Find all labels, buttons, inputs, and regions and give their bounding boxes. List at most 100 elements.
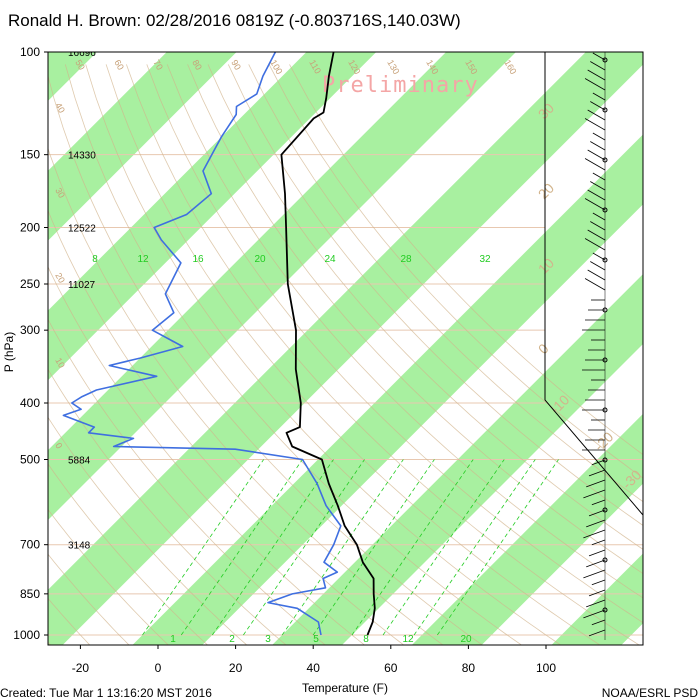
adiabat-label: 10 bbox=[53, 356, 67, 370]
wind-barb bbox=[587, 69, 606, 81]
temperature-tick-label: -20 bbox=[72, 661, 90, 675]
isotherm-bands bbox=[48, 52, 700, 645]
mixing-ratio-label: 28 bbox=[400, 254, 412, 265]
wind-barb bbox=[583, 609, 606, 619]
temperature-tick-label: 0 bbox=[155, 661, 162, 675]
wind-barb bbox=[590, 101, 606, 111]
wind-barb bbox=[591, 499, 606, 506]
wind-barb bbox=[588, 629, 606, 637]
dry-adiabat bbox=[105, 64, 601, 645]
calm-circle bbox=[602, 157, 608, 163]
wind-barb bbox=[586, 559, 606, 568]
calm-circle bbox=[602, 357, 608, 363]
wind-barb bbox=[587, 109, 606, 121]
mixing-ratio-line bbox=[180, 459, 303, 636]
isotherm-band bbox=[48, 52, 377, 381]
dry-adiabat bbox=[187, 64, 643, 575]
adiabat-label: 160 bbox=[502, 58, 518, 76]
pressure-tick-label: 200 bbox=[20, 221, 40, 235]
wind-barb bbox=[584, 278, 606, 291]
mixing-ratio-labels: 8 12 16 20 24 28 321 2 3 5 8 12 20 bbox=[92, 254, 491, 645]
pressure-tick-label: 850 bbox=[20, 587, 40, 601]
dry-adiabat bbox=[48, 368, 287, 645]
mixing-ratio-line bbox=[142, 459, 264, 636]
mixing-ratio-label: 24 bbox=[324, 254, 336, 265]
chart-title: Ronald H. Brown: 02/28/2016 0819Z (-0.80… bbox=[8, 11, 461, 30]
wind-barb bbox=[584, 118, 606, 131]
mixing-ratio-label: 8 bbox=[92, 254, 98, 265]
wind-barb bbox=[587, 149, 606, 161]
calm-circle bbox=[602, 557, 608, 563]
pressure-tick-label: 400 bbox=[20, 396, 40, 410]
adiabat-label: 0 bbox=[53, 441, 64, 450]
height-label: 14330 bbox=[68, 151, 96, 162]
wind-barb bbox=[584, 238, 606, 251]
pressure-tick-label: 1000 bbox=[13, 628, 40, 642]
dry-adiabat bbox=[48, 463, 209, 645]
mixing-ratio-line bbox=[312, 459, 435, 636]
wind-barb bbox=[583, 569, 606, 579]
calm-circle bbox=[602, 57, 608, 63]
pressure-axis: 100 150 200 250 300 400 500 700 850 1000 bbox=[13, 45, 48, 642]
wind-barb bbox=[588, 469, 606, 477]
y-axis-label: P (hPa) bbox=[2, 332, 16, 372]
isotherm-label: 20 bbox=[535, 180, 557, 202]
wind-barb bbox=[587, 229, 606, 241]
dry-adiabat bbox=[166, 64, 643, 599]
calm-circle bbox=[602, 207, 608, 213]
dry-adiabat bbox=[268, 64, 643, 479]
wind-barb bbox=[587, 189, 606, 201]
dry-adiabat bbox=[207, 64, 643, 550]
wind-barb bbox=[584, 158, 606, 171]
wind-barb bbox=[592, 92, 606, 101]
wind-barb bbox=[584, 198, 606, 211]
height-label: 5884 bbox=[68, 455, 91, 466]
wind-barb bbox=[590, 141, 606, 151]
height-label: 11027 bbox=[68, 280, 96, 291]
dry-adiabat bbox=[48, 508, 169, 645]
pressure-tick-label: 100 bbox=[20, 45, 40, 59]
adiabat-label: 30 bbox=[53, 186, 67, 200]
temperature-tick-label: 20 bbox=[229, 661, 243, 675]
wind-barb bbox=[586, 519, 606, 528]
dry-adiabat bbox=[48, 553, 130, 645]
height-label: 16696 bbox=[68, 48, 96, 59]
adiabat-label: 80 bbox=[190, 58, 204, 72]
mixing-ratio-label: 12 bbox=[137, 254, 149, 265]
mixing-ratio-label: 20 bbox=[460, 634, 472, 645]
mixing-ratio-label: 1 bbox=[170, 634, 176, 645]
preliminary-watermark: Preliminary bbox=[322, 73, 479, 98]
calm-circle bbox=[602, 407, 608, 413]
temperature-tick-label: 80 bbox=[462, 661, 476, 675]
wind-barb bbox=[588, 549, 606, 557]
dry-adiabat bbox=[48, 209, 405, 645]
wind-barb bbox=[590, 261, 606, 271]
isotherm-label: 0 bbox=[535, 340, 552, 357]
mixing-ratio-label: 12 bbox=[402, 634, 414, 645]
dry-adiabat bbox=[48, 597, 91, 645]
isotherm-band bbox=[691, 52, 700, 645]
calm-circle bbox=[602, 107, 608, 113]
wind-barb bbox=[583, 529, 606, 539]
temperature-tick-label: 100 bbox=[536, 661, 556, 675]
isotherm-band bbox=[551, 553, 643, 645]
sounding-traces bbox=[62, 52, 376, 636]
isotherm-band bbox=[411, 413, 643, 645]
pressure-tick-label: 500 bbox=[20, 452, 40, 466]
wind-barb bbox=[591, 539, 606, 546]
geopotential-height-labels: 16696 14330 12522 11027 5884 3148 bbox=[68, 48, 96, 552]
wind-barb bbox=[587, 269, 606, 281]
pressure-tick-label: 300 bbox=[20, 323, 40, 337]
mixing-ratio-label: 20 bbox=[254, 254, 266, 265]
temperature-tick-label: 60 bbox=[384, 661, 398, 675]
wind-barb bbox=[586, 599, 606, 608]
footer-created: Created: Tue Mar 1 13:16:20 MST 2016 bbox=[0, 686, 212, 700]
temperature-axis: -20 0 20 40 60 80 100 bbox=[72, 645, 556, 675]
temperature-trace bbox=[280, 52, 376, 636]
dry-adiabat bbox=[48, 416, 248, 645]
plot-frame bbox=[47, 51, 644, 646]
wind-barb bbox=[592, 212, 606, 221]
mixing-ratio-lines bbox=[142, 459, 559, 636]
mixing-ratio-line bbox=[281, 459, 404, 636]
